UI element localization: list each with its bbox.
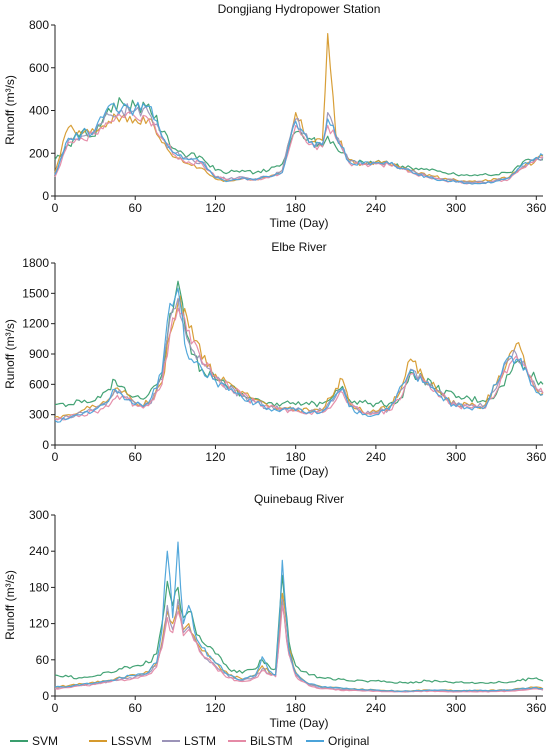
x-tick-label: 300	[446, 201, 466, 215]
y-tick-label: 120	[29, 617, 49, 631]
series-line-bilstm	[54, 604, 544, 693]
x-tick-label: 0	[52, 701, 59, 715]
y-tick-label: 1800	[22, 256, 49, 270]
chart-panel-2: Quinebaug River 0 60 120 180 240 300 0 60 120 180 2…	[3, 492, 547, 730]
y-tick-label: 300	[29, 408, 49, 422]
x-tick-label: 360	[526, 450, 546, 464]
legend: SVM LSSVM LSTM BiLSTM Original	[10, 734, 369, 748]
x-axis-label: Time (Day)	[270, 216, 329, 230]
legend-label: Original	[328, 734, 369, 748]
x-tick-label: 240	[366, 701, 386, 715]
legend-item-original: Original	[306, 734, 369, 748]
legend-item-lssvm: LSSVM	[89, 734, 152, 748]
series-line-lstm	[54, 297, 544, 420]
y-axis-label: Runoff (m³/s)	[3, 75, 17, 145]
y-tick-label: 400	[29, 104, 49, 118]
series-line-lstm	[54, 598, 544, 693]
y-axis-label: Runoff (m³/s)	[3, 319, 17, 389]
x-axis-label: Time (Day)	[270, 464, 329, 478]
x-tick-label: 360	[526, 701, 546, 715]
x-tick-label: 0	[52, 201, 59, 215]
legend-label: BiLSTM	[250, 734, 293, 748]
x-tick-label: 120	[205, 450, 225, 464]
y-tick-label: 0	[42, 689, 49, 703]
y-tick-label: 240	[29, 544, 49, 558]
y-tick-label: 200	[29, 146, 49, 160]
y-tick-label: 0	[42, 189, 49, 203]
x-tick-label: 180	[286, 450, 306, 464]
x-tick-label: 300	[446, 701, 466, 715]
x-tick-label: 120	[205, 701, 225, 715]
y-tick-label: 300	[29, 508, 49, 522]
y-tick-label: 60	[36, 653, 50, 667]
x-tick-label: 240	[366, 450, 386, 464]
legend-item-bilstm: BiLSTM	[228, 734, 293, 748]
x-tick-label: 360	[526, 201, 546, 215]
x-tick-label: 180	[286, 201, 306, 215]
series-line-original	[54, 287, 544, 423]
x-tick-label: 120	[205, 201, 225, 215]
x-tick-label: 180	[286, 701, 306, 715]
legend-label: SVM	[32, 734, 58, 748]
series-line-svm	[54, 574, 544, 685]
y-axis-label: Runoff (m³/s)	[3, 570, 17, 640]
x-tick-label: 300	[446, 450, 466, 464]
series-line-lstm	[54, 103, 544, 184]
y-tick-label: 600	[29, 61, 49, 75]
y-tick-label: 0	[42, 438, 49, 452]
legend-item-svm: SVM	[10, 734, 58, 748]
y-tick-label: 600	[29, 377, 49, 391]
x-axis-label: Time (Day)	[270, 716, 329, 730]
chart-title: Quinebaug River	[254, 492, 344, 506]
chart-title: Dongjiang Hydropower Station	[218, 2, 381, 16]
x-tick-label: 60	[129, 450, 143, 464]
x-tick-label: 240	[366, 201, 386, 215]
y-tick-label: 900	[29, 347, 49, 361]
chart-panel-0: Dongjiang Hydropower Station020040060080…	[3, 2, 547, 230]
x-tick-label: 60	[129, 201, 143, 215]
y-tick-label: 180	[29, 580, 49, 594]
series-line-bilstm	[54, 307, 544, 421]
series-line-original	[54, 541, 544, 692]
legend-label: LSTM	[184, 734, 216, 748]
y-tick-label: 1500	[22, 286, 49, 300]
y-tick-label: 800	[29, 18, 49, 32]
x-tick-label: 60	[129, 701, 143, 715]
y-tick-label: 1200	[22, 317, 49, 331]
legend-label: LSSVM	[111, 734, 152, 748]
x-tick-label: 0	[52, 450, 59, 464]
chart-panel-1: Elbe River 0 300 600 900 1200 1500 1800 0 60 120 18…	[3, 240, 547, 478]
series-line-svm	[54, 280, 544, 408]
legend-item-lstm: LSTM	[162, 734, 216, 748]
series-line-original	[54, 101, 544, 185]
chart-title: Elbe River	[271, 240, 326, 254]
